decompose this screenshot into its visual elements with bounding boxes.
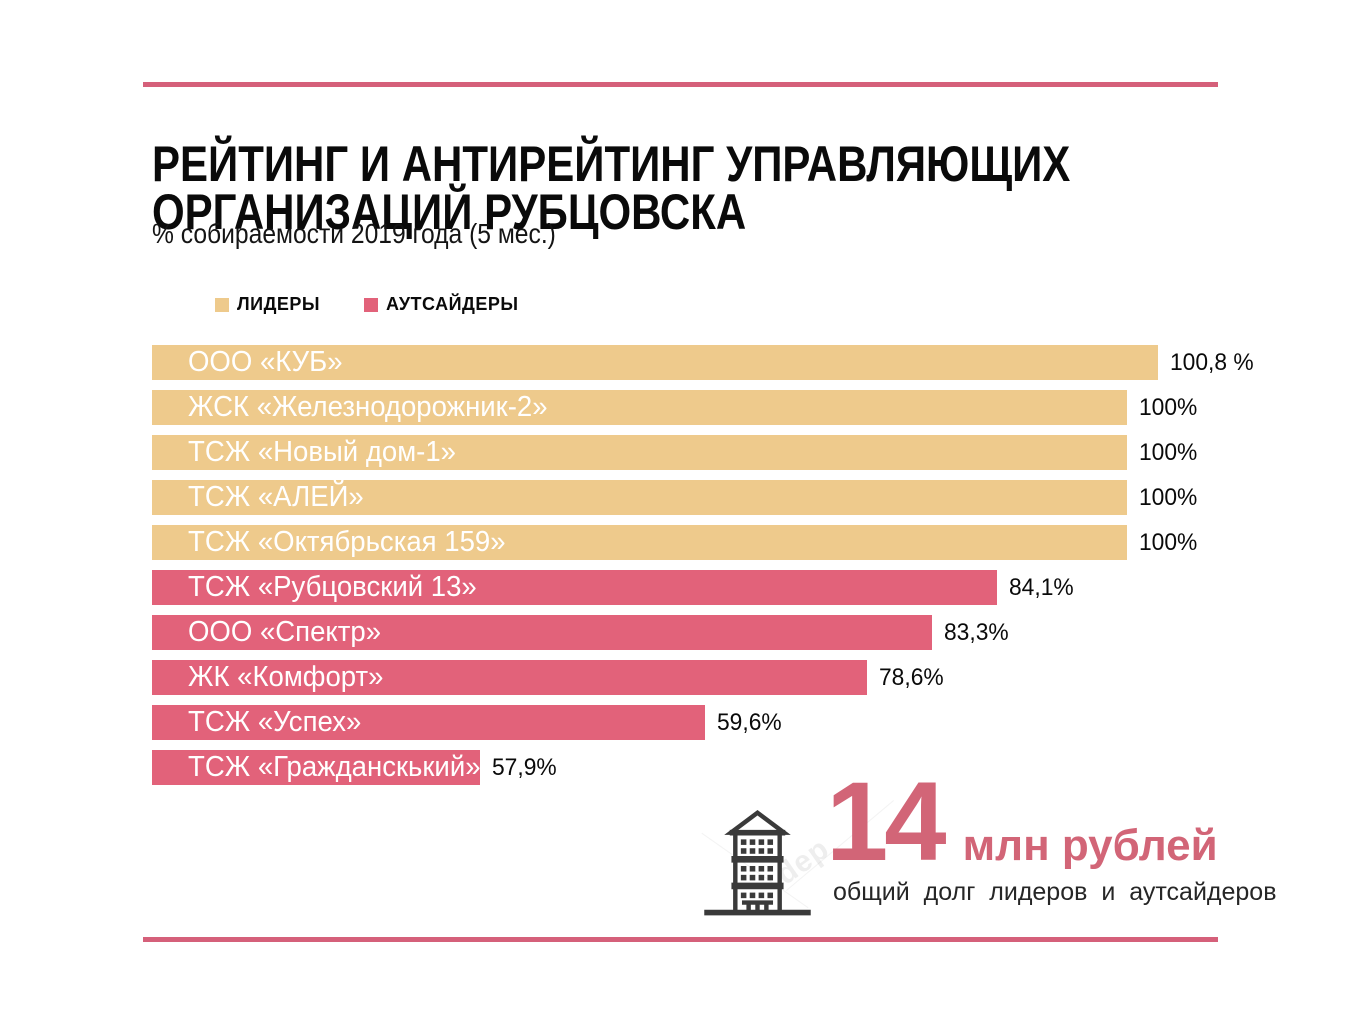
debt-unit: млн рублей <box>962 821 1218 870</box>
page-title: РЕЙТИНГ И АНТИРЕЙТИНГ УПРАВЛЯЮЩИХ ОРГАНИЗ… <box>152 139 1070 237</box>
debt-summary: 14 млн рублей общий долг лидеров и аутса… <box>826 759 1277 907</box>
bar-row: ТСЖ «Октябрьская 159» 100% <box>152 525 1200 560</box>
bar-value: 78,6% <box>879 663 944 691</box>
bar-leader: ТСЖ «Новый дом-1» <box>152 435 1127 470</box>
bar-outsider: ТСЖ «Гражданскький» <box>152 750 481 785</box>
bar-value: 57,9% <box>492 753 557 781</box>
page-title-line2: ОРГАНИЗАЦИЙ РУБЦОВСКА <box>152 183 747 240</box>
bar-outsider: ЖК «Комфорт» <box>152 660 867 695</box>
bar-label: ЖК «Комфорт» <box>188 661 384 693</box>
bar-value: 83,3% <box>944 618 1009 646</box>
top-accent-line <box>143 82 1218 87</box>
bar-row: ЖСК «Железнодорожник-2» 100% <box>152 390 1200 425</box>
bar-label: ТСЖ «Октябрьская 159» <box>188 526 506 558</box>
bar-row: ТСЖ «Гражданскький» 57,9% <box>152 750 560 785</box>
leaders-swatch-icon <box>215 297 229 312</box>
bar-label: ООО «КУБ» <box>188 346 343 378</box>
bar-row: ЖК «Комфорт» 78,6% <box>152 660 947 695</box>
debt-amount-line: 14 млн рублей <box>826 759 1277 884</box>
bar-row: ТСЖ «Рубцовский 13» 84,1% <box>152 570 1077 605</box>
bar-label: ООО «Спектр» <box>188 616 382 648</box>
page-subtitle: % собираемости 2019 года (5 мес.) <box>152 218 556 249</box>
bar-leader: ТСЖ «АЛЕЙ» <box>152 480 1127 515</box>
chart-legend: ЛИДЕРЫ АУТСАЙДЕРЫ <box>215 294 518 315</box>
bar-value: 100% <box>1139 438 1198 466</box>
bar-outsider: ТСЖ «Успех» <box>152 705 705 740</box>
bar-value: 100% <box>1139 483 1198 511</box>
bar-label: ТСЖ «Новый дом-1» <box>188 436 457 468</box>
outsiders-swatch-icon <box>364 297 379 312</box>
bar-leader: ТСЖ «Октябрьская 159» <box>152 525 1127 560</box>
bar-row: ТСЖ «Успех» 59,6% <box>152 705 785 740</box>
bar-chart: ООО «КУБ» 100,8 % ЖСК «Железнодорожник-2» 1… <box>152 345 1352 805</box>
debt-amount: 14 <box>826 759 947 884</box>
bar-value: 59,6% <box>717 708 782 736</box>
legend-item-leaders: ЛИДЕРЫ <box>215 294 320 315</box>
bar-row: ТСЖ «Новый дом-1» 100% <box>152 435 1200 470</box>
bar-leader: ООО «КУБ» <box>152 345 1158 380</box>
bar-leader: ЖСК «Железнодорожник-2» <box>152 390 1127 425</box>
bar-label: ЖСК «Железнодорожник-2» <box>188 391 548 423</box>
bar-label: ТСЖ «Успех» <box>188 706 362 738</box>
bar-label: ТСЖ «Гражданскький» <box>188 751 481 783</box>
building-icon <box>704 809 811 916</box>
bar-outsider: ТСЖ «Рубцовский 13» <box>152 570 997 605</box>
bar-value: 100% <box>1139 528 1198 556</box>
debt-caption: общий долг лидеров и аутсайдеров <box>833 878 1277 906</box>
bar-row: ТСЖ «АЛЕЙ» 100% <box>152 480 1200 515</box>
bar-row: ООО «Спектр» 83,3% <box>152 615 1012 650</box>
legend-item-outsiders: АУТСАЙДЕРЫ <box>364 294 518 315</box>
page-title-line1: РЕЙТИНГ И АНТИРЕЙТИНГ УПРАВЛЯЮЩИХ <box>152 135 1071 192</box>
bar-label: ТСЖ «Рубцовский 13» <box>188 571 477 603</box>
bottom-accent-line <box>143 937 1218 942</box>
bar-value: 100,8 % <box>1170 348 1254 376</box>
bar-outsider: ООО «Спектр» <box>152 615 932 650</box>
legend-label-outsiders: АУТСАЙДЕРЫ <box>386 294 519 314</box>
bar-label: ТСЖ «АЛЕЙ» <box>188 481 364 513</box>
bar-row: ООО «КУБ» 100,8 % <box>152 345 1258 380</box>
bar-value: 84,1% <box>1009 573 1074 601</box>
legend-label-leaders: ЛИДЕРЫ <box>237 294 321 314</box>
bar-value: 100% <box>1139 393 1198 421</box>
